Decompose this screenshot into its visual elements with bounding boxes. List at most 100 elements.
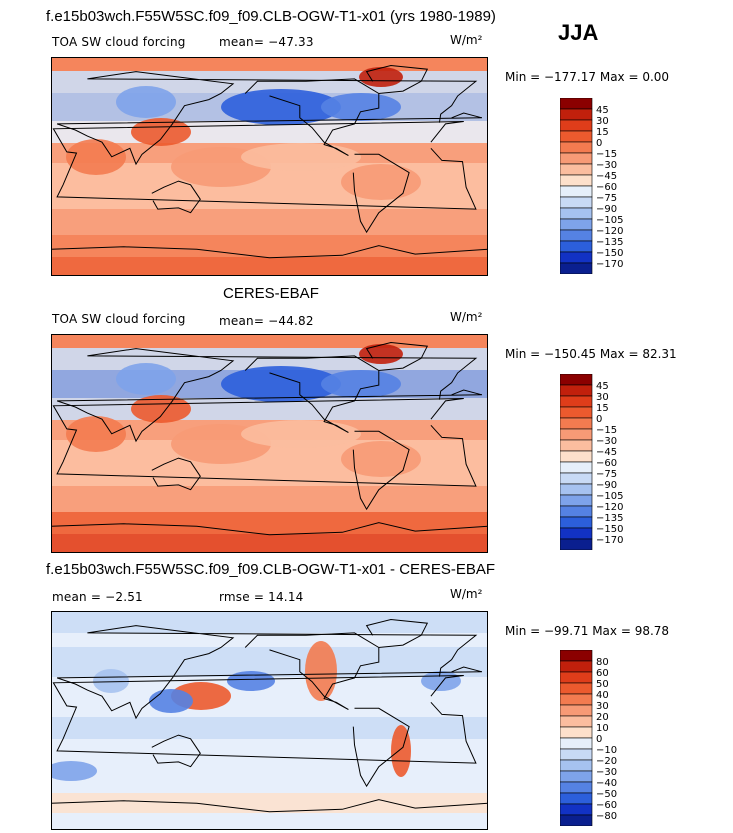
colorbar-tick-label: −30	[596, 436, 617, 447]
field-anomaly	[241, 143, 361, 171]
coastline	[51, 522, 488, 536]
field-anomaly	[359, 344, 403, 364]
colorbar-tick-label: −30	[596, 160, 617, 171]
colorbar-tick-label: 0	[596, 414, 602, 425]
colorbar-swatch	[560, 384, 593, 397]
coastline	[51, 245, 488, 259]
colorbar-tick-label: −10	[596, 745, 617, 756]
field-band	[51, 717, 488, 739]
colorbar-tick-label: 0	[596, 734, 602, 745]
panel3-mean-label: mean = −2.51	[52, 590, 143, 604]
colorbar-tick-label: −150	[596, 248, 623, 259]
panel3-minmax: Min = −99.71 Max = 98.78	[505, 624, 670, 638]
colorbar-swatch	[560, 395, 593, 408]
colorbar-swatch	[560, 461, 593, 474]
colorbar-swatch	[560, 494, 593, 507]
colorbar-swatch	[560, 715, 593, 728]
colorbar-tick-label: −120	[596, 502, 623, 513]
colorbar-tick-label: 15	[596, 127, 609, 138]
colorbar-tick-label: 80	[596, 657, 609, 668]
field-anomaly	[131, 118, 191, 146]
coastline	[244, 632, 380, 710]
field-anomaly	[51, 761, 97, 781]
panel2-minmax: Min = −150.45 Max = 82.31	[505, 347, 677, 361]
field-anomaly	[66, 139, 126, 175]
field-band	[51, 486, 488, 512]
panel1-minmax: Min = −177.17 Max = 0.00	[505, 70, 670, 84]
colorbar-tick-label: −75	[596, 469, 617, 480]
colorbar-swatch	[560, 505, 593, 518]
panel1-units: W/m²	[450, 33, 483, 47]
panel2-title: CERES-EBAF	[223, 285, 319, 302]
colorbar-swatch	[560, 770, 593, 783]
field-band	[51, 633, 488, 647]
colorbar-tick-label: −80	[596, 811, 617, 822]
colorbar-swatch	[560, 737, 593, 750]
coastline	[352, 430, 410, 511]
coastline	[56, 625, 483, 720]
colorbar-swatch	[560, 119, 593, 132]
field-anomaly	[391, 725, 411, 777]
colorbar-swatch	[560, 814, 593, 826]
colorbar-swatch	[560, 428, 593, 441]
field-anomaly	[341, 164, 421, 200]
colorbar-swatch	[560, 406, 593, 419]
colorbar-tick-label: −15	[596, 149, 617, 160]
colorbar-swatch	[560, 682, 593, 695]
field-anomaly	[149, 689, 193, 713]
coastline	[352, 153, 410, 234]
colorbar-swatch	[560, 693, 593, 706]
colorbar-swatch	[560, 759, 593, 772]
field-anomaly	[241, 420, 361, 448]
colorbar-swatch	[560, 671, 593, 684]
colorbar-swatch	[560, 262, 593, 274]
colorbar-tick-label: 30	[596, 116, 609, 127]
colorbar-swatch	[560, 450, 593, 463]
field-band	[51, 209, 488, 235]
colorbar-swatch	[560, 748, 593, 761]
colorbar-tick-label: −120	[596, 226, 623, 237]
coastline	[52, 675, 477, 764]
field-anomaly	[116, 363, 176, 395]
panel1-variable-label: TOA SW cloud forcing	[52, 35, 186, 49]
colorbar-tick-label: 40	[596, 690, 609, 701]
field-anomaly	[305, 641, 337, 701]
field-anomaly	[227, 671, 275, 691]
coastline	[365, 618, 429, 648]
field-anomaly	[321, 370, 401, 398]
colorbar-swatch	[560, 472, 593, 485]
field-anomaly	[221, 366, 341, 402]
colorbar-swatch	[560, 98, 593, 110]
colorbar-swatch	[560, 538, 593, 550]
colorbar-tick-label: −20	[596, 756, 617, 767]
colorbar-tick-label: 60	[596, 668, 609, 679]
colorbar-swatch	[560, 374, 593, 386]
field-anomaly	[221, 89, 341, 125]
colorbar-swatch	[560, 163, 593, 176]
colorbar-tick-label: −170	[596, 535, 623, 546]
colorbar-tick-label: −40	[596, 778, 617, 789]
colorbar-tick-label: 30	[596, 392, 609, 403]
field-band	[51, 739, 488, 769]
coastline	[365, 64, 429, 94]
season-label: JJA	[558, 20, 599, 45]
coastline	[244, 78, 380, 156]
panel2-mean-label: mean= −44.82	[219, 314, 314, 328]
colorbar-tick-label: −90	[596, 480, 617, 491]
colorbar-swatch	[560, 218, 593, 231]
coastline	[244, 355, 380, 433]
coastline	[56, 71, 483, 166]
panel2-variable-label: TOA SW cloud forcing	[52, 312, 186, 326]
field-band	[51, 257, 488, 276]
colorbar-swatch	[560, 196, 593, 209]
colorbar-tick-label: −170	[596, 259, 623, 270]
panel1-colorbar: 4530150−15−30−45−60−75−90−105−120−135−15…	[560, 98, 623, 274]
colorbar-swatch	[560, 527, 593, 540]
colorbar-tick-label: −90	[596, 204, 617, 215]
panel1-mean-label: mean= −47.33	[219, 35, 314, 49]
colorbar-swatch	[560, 726, 593, 739]
colorbar-tick-label: 15	[596, 403, 609, 414]
field-band	[51, 611, 488, 633]
colorbar-tick-label: −75	[596, 193, 617, 204]
